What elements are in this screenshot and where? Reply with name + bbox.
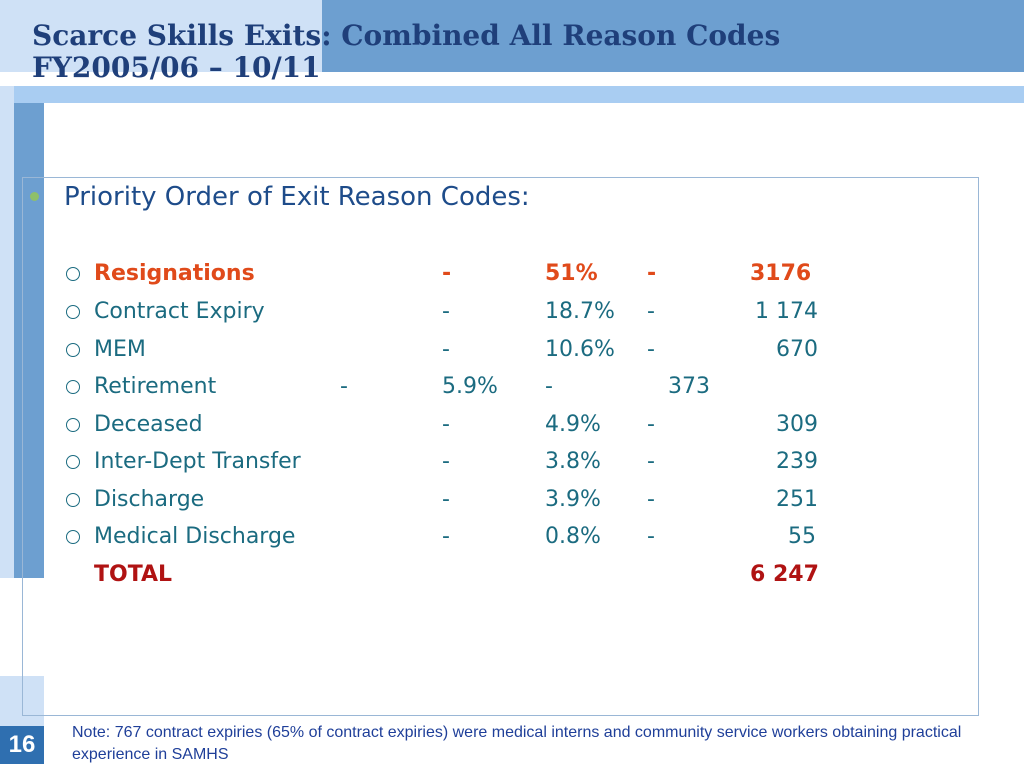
- item-label: Deceased: [94, 412, 203, 437]
- item-label: Contract Expiry: [94, 299, 265, 324]
- slide-title: Scarce Skills Exits: Combined All Reason…: [32, 20, 780, 84]
- list-item: Medical Discharge - 0.8% - 55: [0, 519, 1024, 555]
- item-label: MEM: [94, 337, 146, 362]
- top-stripe: [0, 86, 1024, 103]
- item-count: 1 174: [755, 299, 818, 324]
- list-item: Resignations - 51% - 3176: [0, 256, 1024, 292]
- item-count: 670: [776, 337, 818, 362]
- item-percent: 0.8%: [545, 524, 601, 549]
- page-number: 16: [0, 726, 44, 764]
- item-percent: 3.9%: [545, 487, 601, 512]
- content-box: [22, 177, 979, 716]
- item-count: 3176: [750, 261, 812, 286]
- item-percent: 3.8%: [545, 449, 601, 474]
- item-label: Medical Discharge: [94, 524, 296, 549]
- left-bar-light: [0, 86, 14, 578]
- item-dash: -: [442, 487, 450, 512]
- top-left-bar: [0, 0, 322, 72]
- item-count: 309: [776, 412, 818, 437]
- item-percent: 51%: [545, 261, 598, 286]
- top-right-bar: [322, 0, 1024, 72]
- item-dash: -: [647, 487, 655, 512]
- item-count: 373: [668, 374, 710, 399]
- item-count: 251: [776, 487, 818, 512]
- item-dash: -: [647, 261, 657, 286]
- item-label: Discharge: [94, 487, 205, 512]
- circle-bullet-icon: [66, 455, 80, 469]
- circle-bullet-icon: [66, 267, 80, 281]
- title-line-2: FY2005/06 – 10/11: [32, 51, 321, 84]
- list-item: Retirement - 5.9% - 373: [0, 369, 1024, 405]
- total-label: TOTAL: [94, 562, 173, 587]
- item-dash: -: [442, 449, 450, 474]
- item-dash: -: [442, 299, 450, 324]
- item-dash: -: [647, 299, 655, 324]
- circle-bullet-icon: [66, 418, 80, 432]
- circle-bullet-icon: [66, 305, 80, 319]
- circle-bullet-icon: [66, 343, 80, 357]
- item-label: Retirement: [94, 374, 217, 399]
- item-dash: -: [647, 524, 655, 549]
- item-count: 55: [788, 524, 816, 549]
- item-dash: -: [545, 374, 553, 399]
- list-item: Discharge - 3.9% - 251: [0, 482, 1024, 518]
- title-line-1: Scarce Skills Exits: Combined All Reason…: [32, 19, 781, 52]
- circle-bullet-icon: [66, 493, 80, 507]
- item-label: Resignations: [94, 261, 255, 286]
- item-dash: -: [647, 337, 655, 362]
- item-dash: -: [442, 261, 452, 286]
- item-label: Inter-Dept Transfer: [94, 449, 301, 474]
- total-row: TOTAL 6 247: [0, 557, 1024, 593]
- total-value: 6 247: [750, 562, 819, 587]
- list-item: Contract Expiry - 18.7% - 1 174: [0, 294, 1024, 330]
- bullet-dot-icon: [30, 192, 39, 201]
- item-dash: -: [442, 524, 450, 549]
- item-dash: -: [442, 412, 450, 437]
- list-item: Inter-Dept Transfer - 3.8% - 239: [0, 444, 1024, 480]
- circle-bullet-icon: [66, 530, 80, 544]
- item-percent: 4.9%: [545, 412, 601, 437]
- list-heading: Priority Order of Exit Reason Codes:: [64, 182, 530, 212]
- item-percent: 5.9%: [442, 374, 498, 399]
- footnote: Note: 767 contract expiries (65% of cont…: [72, 724, 962, 763]
- item-dash: -: [340, 374, 348, 399]
- item-dash: -: [647, 412, 655, 437]
- circle-bullet-icon: [66, 380, 80, 394]
- list-item: Deceased - 4.9% - 309: [0, 407, 1024, 443]
- list-item: MEM - 10.6% - 670: [0, 332, 1024, 368]
- item-percent: 10.6%: [545, 337, 615, 362]
- item-dash: -: [442, 337, 450, 362]
- left-bar-dark: [14, 103, 44, 578]
- item-dash: -: [647, 449, 655, 474]
- item-percent: 18.7%: [545, 299, 615, 324]
- item-count: 239: [776, 449, 818, 474]
